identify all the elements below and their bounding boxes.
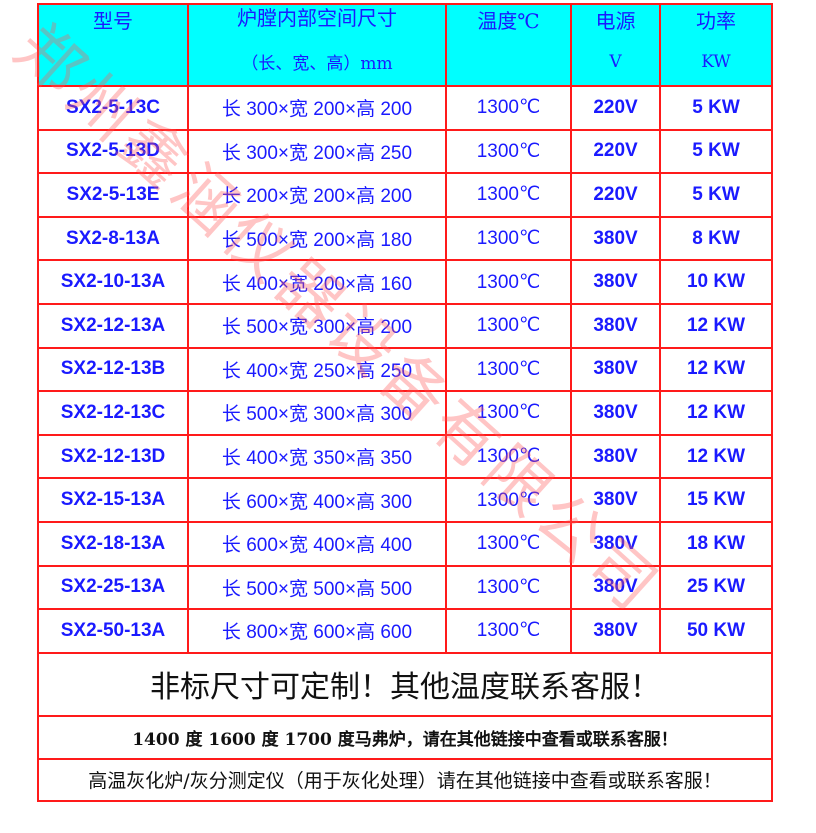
cell-size: 长 300×宽 200×高 250 [187, 128, 447, 175]
cell-temp: 1300℃ [445, 477, 572, 523]
cell-power: 12 KW [659, 433, 773, 480]
cell-voltage: 220V [570, 128, 661, 175]
cell-power: 12 KW [659, 346, 773, 393]
cell-power: 25 KW [659, 564, 773, 611]
cell-voltage: 380V [570, 520, 661, 567]
header-temp: 温度℃ [445, 3, 572, 87]
table-row: SX2-5-13C 长 300×宽 200×高 200 1300℃ 220V 5 KW [37, 85, 773, 131]
cell-model: SX2-18-13A [37, 520, 189, 567]
cell-size: 长 200×宽 200×高 200 [187, 172, 447, 218]
table-row: SX2-12-13D 长 400×宽 350×高 350 1300℃ 380V 12 K… [37, 433, 773, 480]
table-row: SX2-12-13B 长 400×宽 250×高 250 1300℃ 380V 12 K… [37, 346, 773, 393]
table-row: SX2-18-13A 长 600×宽 400×高 400 1300℃ 380V 18 K… [37, 520, 773, 567]
cell-size: 长 600×宽 400×高 400 [187, 520, 447, 567]
cell-model: SX2-25-13A [37, 564, 189, 611]
table-row: SX2-12-13C 长 500×宽 300×高 300 1300℃ 380V 12 K… [37, 390, 773, 436]
table-row: SX2-5-13D 长 300×宽 200×高 250 1300℃ 220V 5 KW [37, 128, 773, 175]
cell-power: 18 KW [659, 520, 773, 567]
header-size: 炉膛内部空间尺寸 （长、宽、高）mm [187, 3, 447, 87]
header-voltage: 电源 V [570, 3, 661, 87]
cell-temp: 1300℃ [445, 520, 572, 567]
cell-power: 15 KW [659, 477, 773, 523]
cell-size: 长 600×宽 400×高 300 [187, 477, 447, 523]
cell-power: 10 KW [659, 259, 773, 305]
table-row: SX2-50-13A 长 800×宽 600×高 600 1300℃ 380V 50 K… [37, 608, 773, 654]
cell-size: 长 500×宽 300×高 200 [187, 302, 447, 349]
cell-model: SX2-15-13A [37, 477, 189, 523]
cell-temp: 1300℃ [445, 608, 572, 654]
table-row: SX2-8-13A 长 500×宽 200×高 180 1300℃ 380V 8 KW [37, 215, 773, 262]
cell-size: 长 500×宽 500×高 500 [187, 564, 447, 611]
cell-power: 5 KW [659, 172, 773, 218]
custom-note: 非标尺寸可定制！其他温度联系客服！ [37, 651, 773, 717]
table-row: SX2-15-13A 长 600×宽 400×高 300 1300℃ 380V 15 K… [37, 477, 773, 523]
cell-model: SX2-10-13A [37, 259, 189, 305]
cell-temp: 1300℃ [445, 390, 572, 436]
other-temps-row: 1400 度 1600 度 1700 度马弗炉，请在其他链接中查看或联系客服！ [37, 714, 773, 760]
header-power: 功率 KW [659, 3, 773, 87]
cell-temp: 1300℃ [445, 259, 572, 305]
cell-voltage: 380V [570, 477, 661, 523]
cell-model: SX2-5-13C [37, 85, 189, 131]
cell-power: 5 KW [659, 128, 773, 175]
cell-voltage: 220V [570, 85, 661, 131]
cell-model: SX2-50-13A [37, 608, 189, 654]
cell-model: SX2-12-13D [37, 433, 189, 480]
ashing-note: 高温灰化炉/灰分测定仪（用于灰化处理）请在其他链接中查看或联系客服！ [37, 757, 773, 802]
cell-size: 长 400×宽 200×高 160 [187, 259, 447, 305]
cell-temp: 1300℃ [445, 564, 572, 611]
cell-model: SX2-8-13A [37, 215, 189, 262]
cell-temp: 1300℃ [445, 172, 572, 218]
ashing-row: 高温灰化炉/灰分测定仪（用于灰化处理）请在其他链接中查看或联系客服！ [37, 757, 773, 802]
table-row: SX2-5-13E 长 200×宽 200×高 200 1300℃ 220V 5 KW [37, 172, 773, 218]
cell-size: 长 800×宽 600×高 600 [187, 608, 447, 654]
other-temps-note: 1400 度 1600 度 1700 度马弗炉，请在其他链接中查看或联系客服！ [37, 714, 773, 760]
cell-size: 长 500×宽 300×高 300 [187, 390, 447, 436]
cell-temp: 1300℃ [445, 128, 572, 175]
header-row: 型号 炉膛内部空间尺寸 （长、宽、高）mm 温度℃ 电源 V 功率 KW [37, 3, 773, 87]
cell-voltage: 380V [570, 564, 661, 611]
spec-table: 型号 炉膛内部空间尺寸 （长、宽、高）mm 温度℃ 电源 V 功率 KW SX2-5-… [37, 3, 773, 802]
cell-temp: 1300℃ [445, 346, 572, 393]
cell-power: 12 KW [659, 302, 773, 349]
table-row: SX2-10-13A 长 400×宽 200×高 160 1300℃ 380V 10 K… [37, 259, 773, 305]
cell-voltage: 220V [570, 172, 661, 218]
cell-size: 长 400×宽 350×高 350 [187, 433, 447, 480]
cell-power: 12 KW [659, 390, 773, 436]
cell-model: SX2-12-13A [37, 302, 189, 349]
cell-temp: 1300℃ [445, 302, 572, 349]
cell-voltage: 380V [570, 259, 661, 305]
cell-voltage: 380V [570, 433, 661, 480]
cell-temp: 1300℃ [445, 215, 572, 262]
cell-power: 8 KW [659, 215, 773, 262]
cell-voltage: 380V [570, 302, 661, 349]
cell-model: SX2-12-13B [37, 346, 189, 393]
cell-model: SX2-5-13E [37, 172, 189, 218]
cell-power: 5 KW [659, 85, 773, 131]
custom-note-row: 非标尺寸可定制！其他温度联系客服！ [37, 651, 773, 717]
header-model: 型号 [37, 3, 189, 87]
cell-voltage: 380V [570, 215, 661, 262]
cell-voltage: 380V [570, 390, 661, 436]
table-row: SX2-12-13A 长 500×宽 300×高 200 1300℃ 380V 12 K… [37, 302, 773, 349]
table-row: SX2-25-13A 长 500×宽 500×高 500 1300℃ 380V 25 K… [37, 564, 773, 611]
cell-size: 长 300×宽 200×高 200 [187, 85, 447, 131]
cell-model: SX2-5-13D [37, 128, 189, 175]
cell-size: 长 500×宽 200×高 180 [187, 215, 447, 262]
cell-model: SX2-12-13C [37, 390, 189, 436]
cell-size: 长 400×宽 250×高 250 [187, 346, 447, 393]
cell-voltage: 380V [570, 608, 661, 654]
cell-power: 50 KW [659, 608, 773, 654]
cell-temp: 1300℃ [445, 85, 572, 131]
cell-temp: 1300℃ [445, 433, 572, 480]
cell-voltage: 380V [570, 346, 661, 393]
